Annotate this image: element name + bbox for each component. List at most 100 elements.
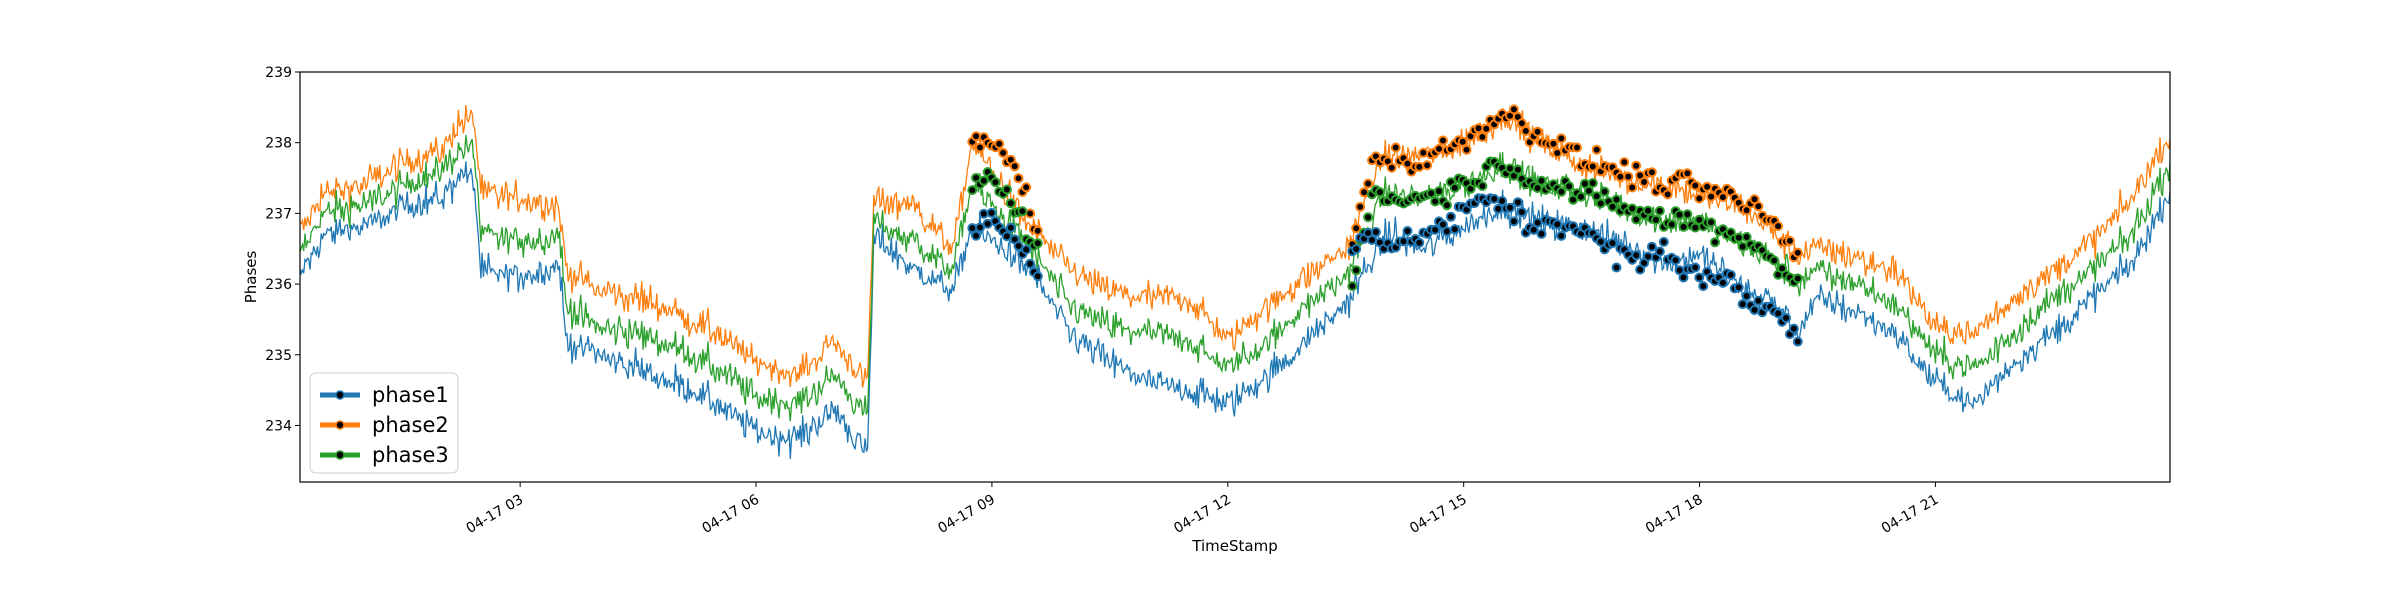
marker-phase2 [1591, 144, 1602, 155]
marker-phase2 [1615, 171, 1626, 182]
legend-label-phase2: phase2 [372, 413, 449, 437]
marker-phase3 [1017, 206, 1028, 217]
marker-phase1 [1781, 313, 1791, 323]
marker-phase1 [1021, 244, 1032, 255]
marker-phase1 [1788, 323, 1799, 334]
marker-phase1 [1493, 203, 1504, 214]
series-line-phase1 [300, 161, 2170, 460]
marker-phase3 [990, 177, 1001, 188]
marker-phase1 [1552, 219, 1563, 230]
y-tick-label: 235 [265, 348, 292, 364]
marker-phase1 [1658, 236, 1669, 247]
y-axis-label: Phases [242, 251, 260, 304]
marker-phase2 [1682, 168, 1693, 179]
marker-phase1 [975, 222, 985, 233]
marker-phase1 [1694, 272, 1705, 283]
marker-phase3 [1631, 214, 1642, 225]
marker-phase3 [1583, 185, 1594, 196]
marker-phase2 [1457, 136, 1468, 147]
marker-phase2 [1032, 225, 1043, 236]
marker-phase3 [1706, 217, 1717, 228]
marker-phase3 [1737, 241, 1748, 252]
marker-phase2 [994, 138, 1005, 149]
marker-phase3 [1363, 212, 1374, 223]
marker-phase3 [967, 185, 978, 196]
marker-phase3 [1441, 200, 1452, 211]
marker-phase2 [1717, 192, 1728, 203]
marker-phase1 [1001, 231, 1012, 242]
marker-phase1 [986, 207, 997, 218]
marker-phase2 [975, 142, 985, 153]
marker-phase3 [1599, 186, 1610, 197]
marker-phase1 [1398, 236, 1409, 247]
marker-phase1 [1536, 228, 1547, 239]
marker-phase1 [1643, 251, 1653, 262]
marker-phase1 [1516, 207, 1527, 217]
legend-marker-phase1 [335, 390, 345, 400]
marker-phase2 [1646, 167, 1657, 178]
marker-phase2 [1473, 123, 1484, 134]
legend-marker-phase2 [335, 420, 345, 430]
marker-phase3 [1351, 265, 1362, 276]
marker-phase1 [1402, 226, 1413, 236]
marker-phase2 [1792, 247, 1803, 258]
marker-phase2 [1639, 177, 1650, 187]
marker-phase3 [1690, 222, 1701, 233]
marker-phase3 [1477, 181, 1488, 191]
marker-phase2 [1363, 178, 1374, 189]
series-line-phase2 [300, 105, 2170, 388]
marker-phase3 [1556, 186, 1567, 197]
marker-phase1 [1532, 217, 1543, 228]
marker-phase3 [1666, 219, 1677, 230]
marker-phase2 [1414, 161, 1425, 172]
marker-phase3 [1005, 198, 1016, 209]
marker-phase1 [1690, 262, 1701, 273]
marker-phase2 [1784, 235, 1795, 246]
marker-phase2 [1009, 161, 1020, 172]
marker-phase1 [1611, 262, 1622, 273]
marker-phase1 [1414, 237, 1425, 248]
marker-phase1 [1773, 308, 1784, 319]
marker-phase1 [1497, 195, 1508, 206]
marker-phase2 [1690, 180, 1701, 191]
marker-phase2 [1355, 201, 1366, 212]
y-tick-label: 234 [265, 418, 292, 434]
marker-phase3 [1674, 209, 1685, 220]
marker-phase2 [1694, 193, 1705, 204]
marker-phase1 [1351, 244, 1362, 254]
plot-area [300, 72, 2170, 482]
marker-phase2 [1702, 181, 1713, 192]
marker-phase3 [1627, 203, 1638, 214]
marker-phase2 [1359, 187, 1370, 198]
marker-phase1 [1445, 211, 1456, 222]
marker-phase2 [1481, 123, 1492, 134]
marker-phase2 [1013, 173, 1024, 184]
marker-phase3 [1512, 164, 1523, 175]
marker-phase3 [1678, 221, 1689, 232]
marker-phase1 [1654, 246, 1665, 257]
marker-phase2 [1532, 126, 1543, 137]
marker-phase3 [1607, 201, 1618, 212]
marker-phase3 [1710, 237, 1720, 248]
marker-phase3 [1587, 178, 1598, 188]
legend-marker-phase3 [335, 450, 345, 460]
marker-phase1 [1607, 238, 1618, 249]
marker-phase2 [1548, 138, 1559, 149]
marker-phase1 [1646, 241, 1657, 252]
marker-phase1 [1631, 250, 1642, 261]
marker-phase2 [1587, 161, 1598, 172]
marker-phase2 [1477, 132, 1488, 142]
marker-phase3 [1611, 194, 1622, 205]
marker-phase2 [1753, 201, 1764, 212]
marker-phase1 [1725, 269, 1736, 280]
marker-phase3 [1347, 281, 1358, 292]
marker-phase1 [1005, 222, 1016, 233]
marker-phase3 [1595, 198, 1606, 209]
marker-phase1 [1508, 216, 1519, 227]
marker-phase1 [1505, 202, 1515, 213]
marker-phase1 [1595, 236, 1606, 247]
marker-phase1 [1749, 305, 1760, 315]
marker-phase1 [1367, 235, 1377, 245]
marker-phase2 [1390, 142, 1401, 153]
marker-phase3 [1733, 232, 1744, 243]
